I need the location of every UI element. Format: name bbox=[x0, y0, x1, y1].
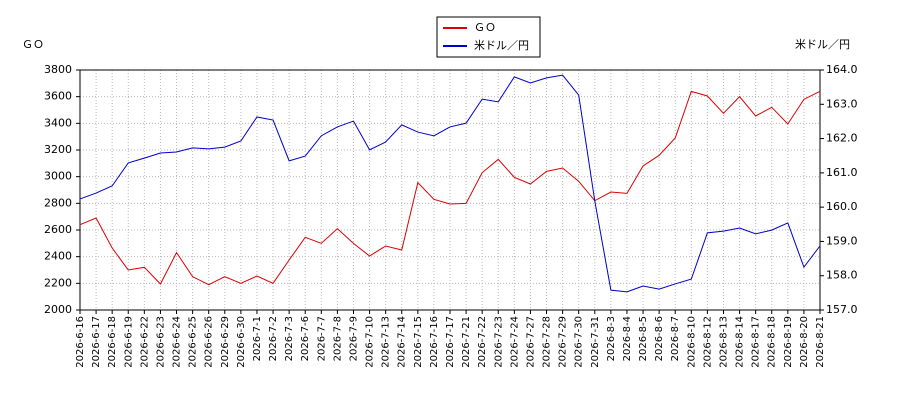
x-tick-label: 2026-7-16 bbox=[429, 316, 440, 368]
x-tick-label: 2026-7-24 bbox=[509, 316, 520, 368]
y2-tick-label: 164.0 bbox=[826, 63, 858, 76]
x-tick-label: 2026-6-30 bbox=[236, 316, 247, 368]
y2-tick-label: 163.0 bbox=[826, 97, 858, 110]
x-tick-label: 2026-6-24 bbox=[172, 316, 183, 368]
x-tick-label: 2026-7-15 bbox=[413, 316, 424, 368]
x-tick-label: 2026-6-16 bbox=[75, 316, 86, 368]
x-tick-label: 2026-7-17 bbox=[445, 316, 456, 368]
x-tick-label: 2026-8-20 bbox=[799, 316, 810, 368]
x-tick-label: 2026-8-14 bbox=[735, 316, 746, 368]
x-tick-label: 2026-6-19 bbox=[123, 316, 134, 368]
y2-tick-label: 158.0 bbox=[826, 269, 858, 282]
x-tick-label: 2026-7-28 bbox=[542, 316, 553, 368]
legend-label: ＧＯ bbox=[474, 21, 496, 34]
x-tick-label: 2026-7-22 bbox=[477, 316, 488, 368]
y-tick-label: 3600 bbox=[44, 90, 72, 103]
x-tick-label: 2026-6-17 bbox=[91, 316, 102, 368]
x-tick-label: 2026-8-10 bbox=[686, 316, 697, 368]
x-tick-label: 2026-7-9 bbox=[348, 316, 359, 361]
y-tick-label: 3000 bbox=[44, 170, 72, 183]
y2-tick-label: 160.0 bbox=[826, 200, 858, 213]
y-tick-label: 3400 bbox=[44, 116, 72, 129]
x-tick-label: 2026-7-1 bbox=[252, 316, 263, 361]
y-tick-label: 2600 bbox=[44, 223, 72, 236]
x-tick-label: 2026-8-19 bbox=[783, 316, 794, 368]
x-tick-label: 2026-7-13 bbox=[381, 316, 392, 368]
x-tick-label: 2026-7-6 bbox=[300, 316, 311, 361]
x-tick-label: 2026-7-30 bbox=[574, 316, 585, 368]
y2-tick-label: 157.0 bbox=[826, 303, 858, 316]
x-tick-label: 2026-8-12 bbox=[702, 316, 713, 368]
x-tick-label: 2026-7-7 bbox=[316, 316, 327, 361]
x-tick-label: 2026-6-23 bbox=[155, 316, 166, 368]
x-tick-label: 2026-6-22 bbox=[139, 316, 150, 368]
series-line bbox=[79, 90, 821, 286]
y2-tick-label: 161.0 bbox=[826, 166, 858, 179]
x-tick-label: 2026-7-31 bbox=[590, 316, 601, 368]
x-tick-label: 2026-6-26 bbox=[204, 316, 215, 368]
x-tick-label: 2026-8-4 bbox=[622, 316, 633, 361]
y-tick-label: 2200 bbox=[44, 276, 72, 289]
legend-box bbox=[436, 16, 541, 58]
x-tick-label: 2026-8-18 bbox=[767, 316, 778, 368]
x-tick-label: 2026-7-10 bbox=[365, 316, 376, 368]
plot-frame bbox=[79, 69, 821, 311]
x-tick-label: 2026-6-18 bbox=[107, 316, 118, 368]
x-tick-label: 2026-7-29 bbox=[558, 316, 569, 368]
legend-label: 米ドル／円 bbox=[474, 39, 529, 52]
y2-axis-title: 米ドル／円 bbox=[795, 38, 850, 51]
y-axis-title: ＧＯ bbox=[22, 38, 44, 51]
y2-tick-label: 162.0 bbox=[826, 132, 858, 145]
x-tick-label: 2026-7-14 bbox=[397, 316, 408, 368]
x-tick-label: 2026-8-3 bbox=[606, 316, 617, 361]
x-tick-label: 2026-7-27 bbox=[525, 316, 536, 368]
x-tick-label: 2026-8-13 bbox=[718, 316, 729, 368]
y-tick-label: 2400 bbox=[44, 250, 72, 263]
x-tick-label: 2026-8-6 bbox=[654, 316, 665, 361]
x-tick-label: 2026-8-7 bbox=[670, 316, 681, 361]
x-tick-label: 2026-6-29 bbox=[220, 316, 231, 368]
y-tick-label: 3800 bbox=[44, 63, 72, 76]
y-tick-label: 3200 bbox=[44, 143, 72, 156]
series-line bbox=[79, 74, 821, 293]
x-tick-label: 2026-8-5 bbox=[638, 316, 649, 361]
y-tick-label: 2800 bbox=[44, 196, 72, 209]
y-tick-label: 2000 bbox=[44, 303, 72, 316]
x-tick-label: 2026-7-23 bbox=[493, 316, 504, 368]
x-tick-label: 2026-6-25 bbox=[188, 316, 199, 368]
x-tick-label: 2026-7-8 bbox=[332, 316, 343, 361]
x-tick-label: 2026-7-2 bbox=[268, 316, 279, 361]
y2-tick-label: 159.0 bbox=[826, 234, 858, 247]
x-tick-label: 2026-7-21 bbox=[461, 316, 472, 368]
x-tick-label: 2026-8-21 bbox=[815, 316, 826, 368]
x-tick-label: 2026-7-3 bbox=[284, 316, 295, 361]
x-tick-label: 2026-8-17 bbox=[751, 316, 762, 368]
